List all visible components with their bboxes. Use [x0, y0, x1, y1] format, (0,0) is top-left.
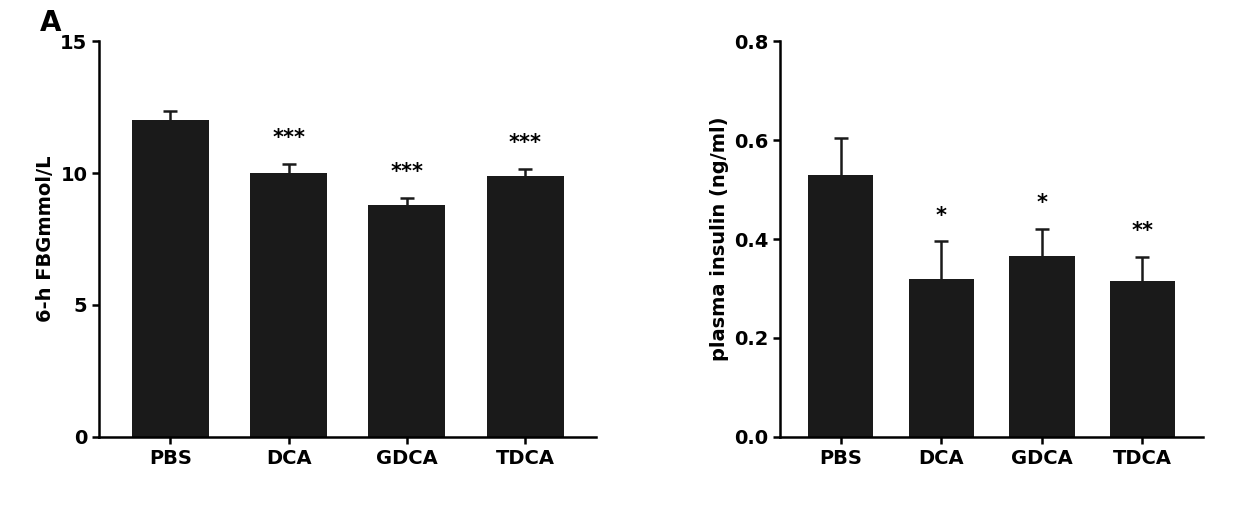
Bar: [808, 175, 873, 437]
Y-axis label: plasma insulin (ng/ml): plasma insulin (ng/ml): [709, 117, 729, 361]
Text: ***: ***: [391, 162, 423, 182]
Bar: [487, 176, 564, 437]
Text: A: A: [40, 9, 61, 38]
Text: ***: ***: [508, 133, 542, 153]
Text: ***: ***: [272, 128, 305, 148]
Bar: [368, 205, 445, 437]
Bar: [1009, 256, 1075, 437]
Bar: [131, 120, 208, 437]
Text: **: **: [1131, 222, 1153, 242]
Text: *: *: [1037, 193, 1048, 213]
Text: *: *: [936, 206, 946, 226]
Y-axis label: 6-h FBGmmol/L: 6-h FBGmmol/L: [36, 156, 55, 322]
Bar: [1110, 281, 1176, 437]
Bar: [909, 279, 973, 437]
Bar: [250, 173, 327, 437]
